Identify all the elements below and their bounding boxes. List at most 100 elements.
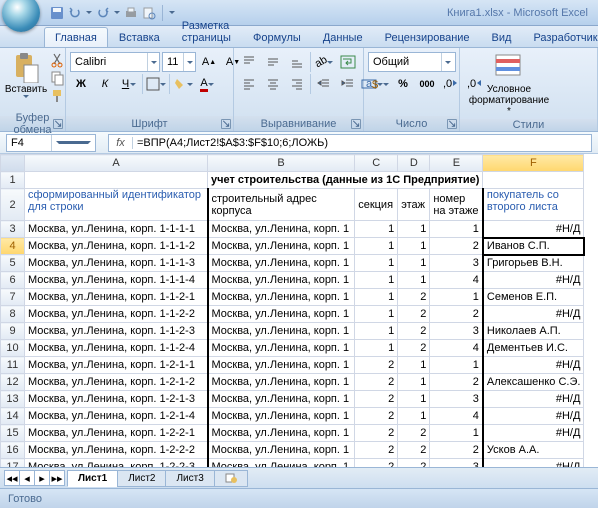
- cell-C13[interactable]: 2: [355, 391, 398, 408]
- cell-D11[interactable]: 1: [398, 357, 430, 374]
- cell-E3[interactable]: 1: [430, 221, 483, 238]
- cell-B3[interactable]: Москва, ул.Ленина, корп. 1: [208, 221, 355, 238]
- cell-B16[interactable]: Москва, ул.Ленина, корп. 1: [208, 442, 355, 459]
- bold-button[interactable]: Ж: [70, 74, 92, 94]
- accounting-format-icon[interactable]: $: [368, 74, 390, 94]
- cell-E4[interactable]: 2: [430, 238, 483, 255]
- tab-nav-prev[interactable]: ◂: [19, 470, 35, 486]
- row-header-14[interactable]: 14: [1, 408, 25, 425]
- ribbon-tab-2[interactable]: Разметка страницы: [171, 15, 242, 47]
- cell-A12[interactable]: Москва, ул.Ленина, корп. 1-2-1-2: [25, 374, 208, 391]
- ribbon-tab-7[interactable]: Разработчик: [522, 27, 598, 47]
- cell-B4[interactable]: Москва, ул.Ленина, корп. 1: [208, 238, 355, 255]
- cell-B5[interactable]: Москва, ул.Ленина, корп. 1: [208, 255, 355, 272]
- ribbon-tab-0[interactable]: Главная: [44, 27, 108, 47]
- cell-B10[interactable]: Москва, ул.Ленина, корп. 1: [208, 340, 355, 357]
- row-header-10[interactable]: 10: [1, 340, 25, 357]
- cell-D7[interactable]: 2: [398, 289, 430, 306]
- cell-C5[interactable]: 1: [355, 255, 398, 272]
- cell-B17[interactable]: Москва, ул.Ленина, корп. 1: [208, 459, 355, 468]
- col-header-C[interactable]: C: [355, 155, 398, 172]
- cell-E9[interactable]: 3: [430, 323, 483, 340]
- cell-A6[interactable]: Москва, ул.Ленина, корп. 1-1-1-4: [25, 272, 208, 289]
- cell-F11[interactable]: #Н/Д: [483, 357, 584, 374]
- cell-E16[interactable]: 2: [430, 442, 483, 459]
- cell-F12[interactable]: Алексашенко С.Э.: [483, 374, 584, 391]
- paste-button[interactable]: Вставить: [4, 50, 48, 100]
- cell-B9[interactable]: Москва, ул.Ленина, корп. 1: [208, 323, 355, 340]
- fx-icon[interactable]: fx: [109, 137, 133, 149]
- cell-D16[interactable]: 2: [398, 442, 430, 459]
- row-header-5[interactable]: 5: [1, 255, 25, 272]
- cell-E11[interactable]: 1: [430, 357, 483, 374]
- redo-icon[interactable]: [96, 6, 110, 20]
- cell-A8[interactable]: Москва, ул.Ленина, корп. 1-1-2-2: [25, 306, 208, 323]
- cell-B8[interactable]: Москва, ул.Ленина, корп. 1: [208, 306, 355, 323]
- cell-E12[interactable]: 2: [430, 374, 483, 391]
- percent-format-icon[interactable]: %: [392, 74, 414, 94]
- number-dialog[interactable]: ↘: [447, 119, 457, 129]
- conditional-formatting-button[interactable]: Условное форматирование *: [464, 50, 554, 119]
- cell-C9[interactable]: 1: [355, 323, 398, 340]
- font-color-button[interactable]: A: [196, 74, 218, 94]
- align-middle-icon[interactable]: [262, 52, 284, 72]
- cell-A7[interactable]: Москва, ул.Ленина, корп. 1-1-2-1: [25, 289, 208, 306]
- tab-nav-next[interactable]: ▸: [34, 470, 50, 486]
- font-dialog[interactable]: ↘: [221, 119, 231, 129]
- row-header-1[interactable]: 1: [1, 172, 25, 189]
- fill-color-button[interactable]: [172, 74, 194, 94]
- cell-F13[interactable]: #Н/Д: [483, 391, 584, 408]
- cell-E6[interactable]: 4: [430, 272, 483, 289]
- cell-C4[interactable]: 1: [355, 238, 398, 255]
- ribbon-tab-1[interactable]: Вставка: [108, 27, 171, 47]
- cell-B6[interactable]: Москва, ул.Ленина, корп. 1: [208, 272, 355, 289]
- cell-C6[interactable]: 1: [355, 272, 398, 289]
- row-header-6[interactable]: 6: [1, 272, 25, 289]
- save-icon[interactable]: [50, 6, 64, 20]
- qat-customize[interactable]: [169, 11, 175, 14]
- cell-A10[interactable]: Москва, ул.Ленина, корп. 1-1-2-4: [25, 340, 208, 357]
- cell-D5[interactable]: 1: [398, 255, 430, 272]
- font-name-combo[interactable]: [70, 52, 160, 72]
- cell-D6[interactable]: 1: [398, 272, 430, 289]
- cell-D3[interactable]: 1: [398, 221, 430, 238]
- cell-C3[interactable]: 1: [355, 221, 398, 238]
- cell-A9[interactable]: Москва, ул.Ленина, корп. 1-1-2-3: [25, 323, 208, 340]
- ribbon-tab-6[interactable]: Вид: [481, 27, 523, 47]
- cell-B7[interactable]: Москва, ул.Ленина, корп. 1: [208, 289, 355, 306]
- cell-D10[interactable]: 2: [398, 340, 430, 357]
- row-header-13[interactable]: 13: [1, 391, 25, 408]
- col-header-D[interactable]: D: [398, 155, 430, 172]
- cell-A5[interactable]: Москва, ул.Ленина, корп. 1-1-1-3: [25, 255, 208, 272]
- align-right-icon[interactable]: [286, 74, 308, 94]
- cell-C12[interactable]: 2: [355, 374, 398, 391]
- cell-C10[interactable]: 1: [355, 340, 398, 357]
- ribbon-tab-5[interactable]: Рецензирование: [374, 27, 481, 47]
- formula-bar[interactable]: fx: [108, 134, 592, 152]
- tab-nav-first[interactable]: ◂◂: [4, 470, 20, 486]
- borders-button[interactable]: [145, 74, 167, 94]
- tab-nav-last[interactable]: ▸▸: [49, 470, 65, 486]
- cell-D13[interactable]: 1: [398, 391, 430, 408]
- cell-A15[interactable]: Москва, ул.Ленина, корп. 1-2-2-1: [25, 425, 208, 442]
- cell-F15[interactable]: #Н/Д: [483, 425, 584, 442]
- alignment-dialog[interactable]: ↘: [351, 119, 361, 129]
- cell-A16[interactable]: Москва, ул.Ленина, корп. 1-2-2-2: [25, 442, 208, 459]
- cell-E8[interactable]: 2: [430, 306, 483, 323]
- cell-D14[interactable]: 1: [398, 408, 430, 425]
- cell-F7[interactable]: Семенов Е.П.: [483, 289, 584, 306]
- name-box[interactable]: F4: [6, 134, 96, 152]
- cell-C16[interactable]: 2: [355, 442, 398, 459]
- cell-B11[interactable]: Москва, ул.Ленина, корп. 1: [208, 357, 355, 374]
- decrease-indent-icon[interactable]: [313, 74, 335, 94]
- align-bottom-icon[interactable]: [286, 52, 308, 72]
- col-header-B[interactable]: B: [208, 155, 355, 172]
- orientation-icon[interactable]: ab: [313, 52, 335, 72]
- cell-E15[interactable]: 1: [430, 425, 483, 442]
- cell-C17[interactable]: 2: [355, 459, 398, 468]
- cell-A14[interactable]: Москва, ул.Ленина, корп. 1-2-1-4: [25, 408, 208, 425]
- row-header-17[interactable]: 17: [1, 459, 25, 468]
- font-size-combo[interactable]: [162, 52, 196, 72]
- copy-icon[interactable]: [50, 70, 66, 86]
- ribbon-tab-4[interactable]: Данные: [312, 27, 374, 47]
